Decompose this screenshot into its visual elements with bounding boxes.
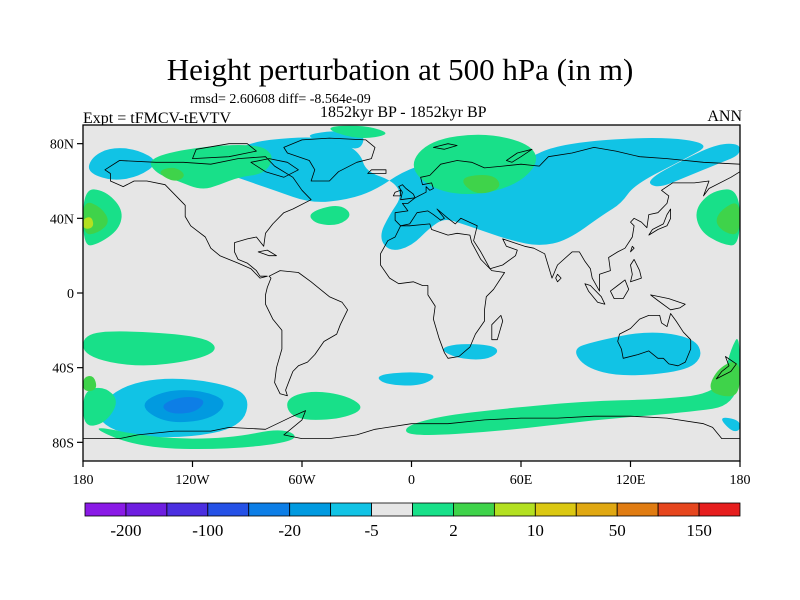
coast-sri-lanka [555, 273, 562, 283]
colorbar-box-3 [207, 502, 250, 517]
lat-tick-label-1: 40N [50, 212, 74, 227]
colorbar-box-9 [453, 502, 495, 517]
field-north-america-core [160, 167, 184, 181]
field-pacific-negative-ne [649, 143, 740, 187]
colorbar-box-15 [698, 502, 741, 517]
experiment-label: Expt = tFMCV-tEVTV [83, 110, 231, 127]
colorbar-box-2 [166, 502, 209, 517]
coast-japan [648, 208, 671, 236]
field-mid-atlantic-positive [310, 205, 350, 226]
coast-sumatra [584, 283, 606, 305]
lon-tick-label-2: 60W [288, 473, 316, 488]
coast-ireland [392, 189, 401, 197]
colorbar-box-11 [534, 502, 577, 517]
field-scandinavia-core [463, 175, 500, 194]
colorbar-label-7: 150 [686, 521, 712, 540]
field-antarctic-positive [98, 428, 295, 450]
colorbar-box-10 [493, 502, 536, 517]
coast-philippines [630, 259, 642, 283]
colorbar-box-6 [330, 502, 372, 517]
lon-tick-label-6: 180 [730, 473, 751, 488]
coast-north-america [104, 156, 312, 279]
field-indian-ocean-negative [443, 344, 498, 360]
coast-baffin-island [250, 158, 299, 178]
lat-tick-label-4: 80S [52, 436, 74, 451]
coast-british-isles [398, 184, 416, 201]
coast-new-guinea [650, 294, 686, 311]
coast-taiwan [630, 245, 635, 253]
field-north-pacific-positive-west-max [83, 217, 94, 229]
coast-antarctica [83, 410, 740, 461]
coast-novaya-zemlya [506, 148, 533, 163]
colorbar-label-1: -100 [192, 521, 223, 540]
contour-fields [83, 125, 740, 450]
field-south-pacific-positive-east [406, 339, 740, 435]
field-southern-ocean-positive-east-core [710, 362, 740, 397]
field-pacific-negative-east-edge [722, 417, 740, 432]
coast-eurasia [394, 147, 740, 292]
coast-iceland [367, 169, 387, 174]
colorbar-box-1 [125, 502, 168, 517]
colorbar-label-2: -20 [278, 521, 301, 540]
coast-australia [617, 313, 692, 367]
lon-tick-label-0: 180 [73, 473, 94, 488]
lon-tick-label-1: 120W [175, 473, 210, 488]
coast-madagascar [491, 315, 504, 341]
colorbar: -200 -100 -20 -5 2 10 50 150 [84, 502, 741, 540]
field-south-atlantic-negative [378, 372, 434, 386]
colorbar-label-3: -5 [364, 521, 378, 540]
coast-svalbard [433, 143, 458, 150]
coast-africa [380, 223, 505, 359]
field-north-pacific-positive-east-core [716, 203, 740, 235]
coastlines [83, 137, 740, 461]
coast-cuba [257, 249, 277, 257]
field-south-pacific-positive-west [83, 331, 215, 366]
lon-tick-label-3: 0 [408, 473, 415, 488]
field-southern-ocean-positive-west [83, 387, 116, 426]
field-greenland-positive [330, 125, 386, 138]
lat-tick-label-3: 40S [52, 362, 74, 377]
colorbar-box-14 [657, 502, 700, 517]
coast-new-zealand [715, 356, 737, 380]
coast-arctic-islands [192, 143, 257, 159]
lat-tick-label-0: 80N [50, 138, 74, 153]
map-title: Height perturbation at 500 hPa (in m) [166, 52, 634, 87]
colorbar-label-4: 2 [449, 521, 458, 540]
colorbar-box-4 [248, 502, 291, 517]
colorbar-label-6: 50 [609, 521, 626, 540]
field-australia-negative [576, 332, 701, 376]
season-label: ANN [707, 108, 742, 125]
field-southern-ocean-core-west [83, 375, 97, 392]
coast-borneo [610, 279, 630, 299]
colorbar-box-0 [84, 502, 127, 517]
lat-tick-label-2: 0 [67, 287, 74, 302]
colorbar-box-8 [412, 502, 454, 517]
axis-ticks: 80N 40N 0 40S 80S 180 120W 60W 0 60E 120E 180 [50, 138, 751, 488]
colorbar-label-0: -200 [110, 521, 141, 540]
lon-tick-label-5: 120E [616, 473, 646, 488]
colorbar-box-12 [575, 502, 618, 517]
coast-greenland [283, 137, 376, 182]
colorbar-box-7 [371, 502, 413, 517]
field-south-atlantic-positive [287, 391, 361, 420]
field-southern-pacific-deep [163, 396, 204, 414]
colorbar-box-13 [616, 502, 659, 517]
colorbar-label-5: 10 [527, 521, 544, 540]
period-label: 1852kyr BP - 1852kyr BP [320, 104, 487, 121]
lon-tick-label-4: 60E [510, 473, 533, 488]
stats-text: rmsd= 2.60608 diff= -8.564e-09 [190, 92, 371, 107]
colorbar-box-5 [289, 502, 332, 517]
field-pacific-negative-nw [88, 148, 155, 180]
coast-south-america [265, 270, 348, 397]
